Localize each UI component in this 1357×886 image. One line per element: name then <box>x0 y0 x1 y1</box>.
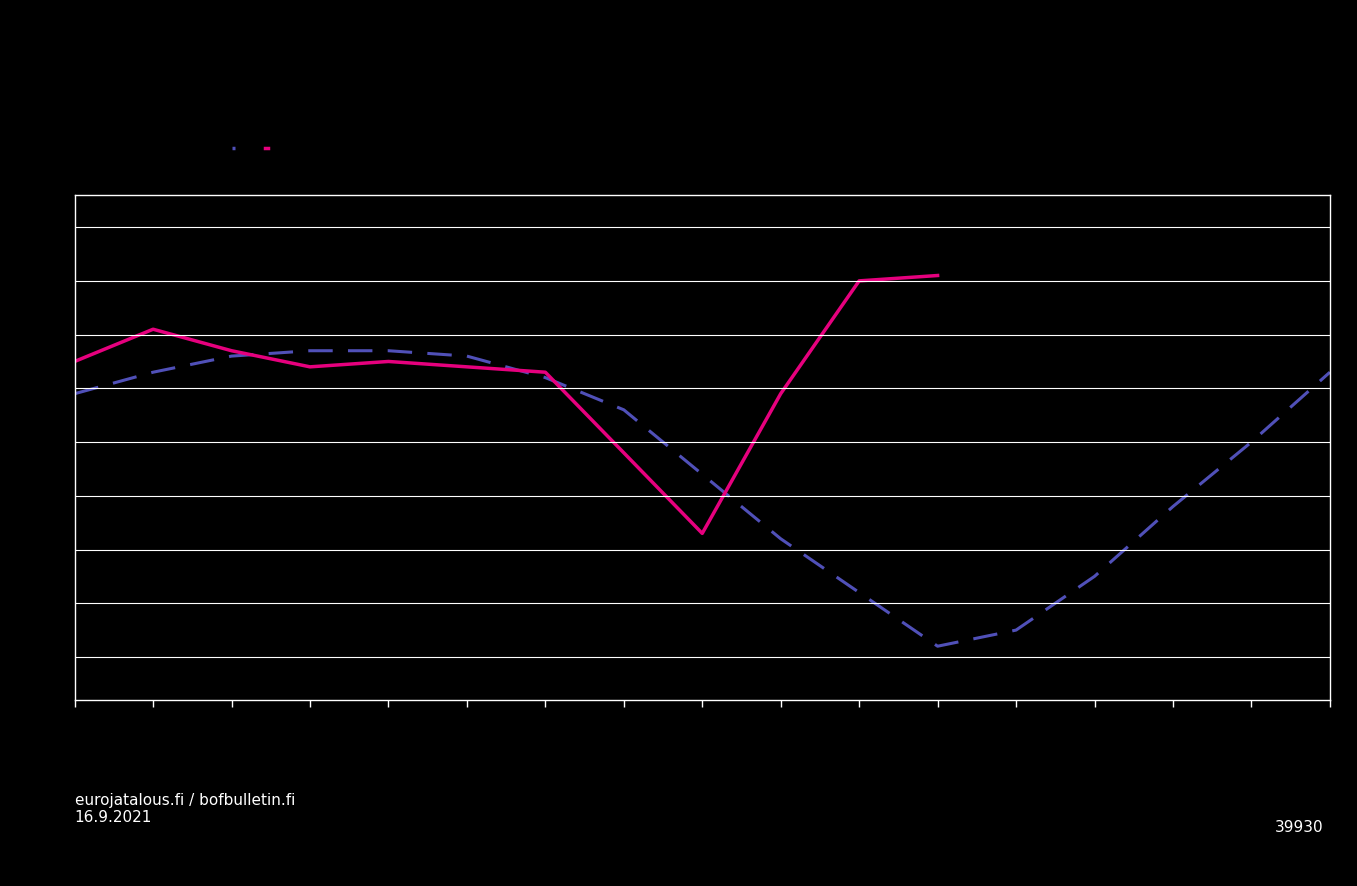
Legend: Finanssikriisi, Koronakriisi: Finanssikriisi, Koronakriisi <box>232 147 278 149</box>
Text: 39930: 39930 <box>1274 820 1323 835</box>
Text: eurojatalous.fi / bofbulletin.fi
16.9.2021: eurojatalous.fi / bofbulletin.fi 16.9.20… <box>75 793 294 826</box>
